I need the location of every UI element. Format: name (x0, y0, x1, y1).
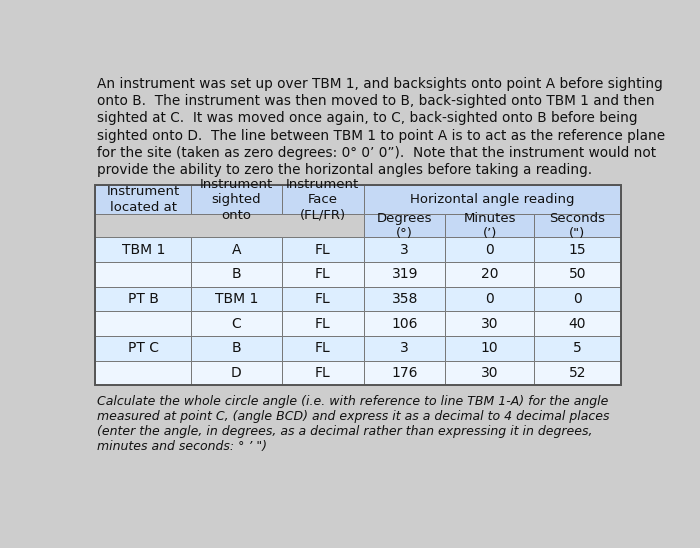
Bar (364, 185, 621, 214)
Bar (534, 336, 621, 361)
Text: An instrument was set up over TBM 1, and backsights onto point A before sighting: An instrument was set up over TBM 1, and… (97, 77, 662, 90)
Text: 30: 30 (481, 366, 498, 380)
Text: Minutes
(’): Minutes (’) (463, 212, 516, 240)
Text: 358: 358 (391, 292, 418, 306)
Bar (191, 287, 281, 311)
Text: A: A (232, 243, 241, 257)
Text: 3: 3 (400, 341, 409, 355)
Text: 3: 3 (400, 243, 409, 257)
Text: 40: 40 (568, 317, 586, 330)
Bar (534, 287, 621, 311)
Bar (445, 336, 534, 361)
Text: 20: 20 (481, 267, 498, 282)
Text: Seconds
("): Seconds (") (550, 212, 606, 240)
Text: 50: 50 (568, 267, 586, 282)
Bar (95, 336, 191, 361)
Text: FL: FL (315, 243, 330, 257)
Text: B: B (232, 267, 242, 282)
Text: TBM 1: TBM 1 (122, 243, 165, 257)
Text: 52: 52 (568, 366, 586, 380)
Text: TBM 1: TBM 1 (215, 292, 258, 306)
Text: measured at point C, (angle BCD) and express it as a decimal to 4 decimal places: measured at point C, (angle BCD) and exp… (97, 409, 609, 423)
Text: provide the ability to zero the horizontal angles before taking a reading.: provide the ability to zero the horizont… (97, 163, 592, 177)
Text: 319: 319 (391, 267, 418, 282)
Text: 0: 0 (485, 243, 494, 257)
Text: PT C: PT C (127, 341, 159, 355)
Text: Calculate the whole circle angle (i.e. with reference to line TBM 1-A) for the a: Calculate the whole circle angle (i.e. w… (97, 395, 608, 408)
Text: (enter the angle, in degrees, as a decimal rather than expressing it in degrees,: (enter the angle, in degrees, as a decim… (97, 425, 592, 438)
Bar (364, 237, 445, 262)
Bar (364, 361, 445, 385)
Text: FL: FL (315, 292, 330, 306)
Text: sighted at C.  It was moved once again, to C, back-sighted onto B before being: sighted at C. It was moved once again, t… (97, 111, 637, 125)
Bar (281, 361, 364, 385)
Bar (445, 287, 534, 311)
Text: onto B.  The instrument was then moved to B, back-sighted onto TBM 1 and then: onto B. The instrument was then moved to… (97, 94, 654, 108)
Text: 106: 106 (391, 317, 418, 330)
Bar (281, 311, 364, 336)
Bar (534, 237, 621, 262)
Bar (281, 287, 364, 311)
Text: Instrument
located at: Instrument located at (106, 185, 180, 214)
Text: FL: FL (315, 366, 330, 380)
Text: for the site (taken as zero degrees: 0° 0’ 0”).  Note that the instrument would : for the site (taken as zero degrees: 0° … (97, 146, 656, 160)
Bar (445, 262, 534, 287)
Text: Degrees
(°): Degrees (°) (377, 212, 433, 240)
Text: 0: 0 (573, 292, 582, 306)
Bar (534, 361, 621, 385)
Text: FL: FL (315, 341, 330, 355)
Text: PT B: PT B (128, 292, 159, 306)
Bar (191, 237, 281, 262)
Bar (95, 185, 191, 214)
Text: Horizontal angle reading: Horizontal angle reading (410, 193, 575, 206)
Text: minutes and seconds: ° ’ "): minutes and seconds: ° ’ ") (97, 439, 267, 453)
Bar (364, 336, 445, 361)
Bar (364, 214, 445, 237)
Bar (445, 214, 534, 237)
Text: 5: 5 (573, 341, 582, 355)
Text: 0: 0 (485, 292, 494, 306)
Text: C: C (232, 317, 242, 330)
Bar (281, 262, 364, 287)
Bar (445, 311, 534, 336)
Bar (191, 361, 281, 385)
Text: 176: 176 (391, 366, 418, 380)
Text: D: D (231, 366, 241, 380)
Bar (281, 237, 364, 262)
Bar (445, 361, 534, 385)
Bar (191, 185, 281, 214)
Bar (534, 214, 621, 237)
Bar (191, 262, 281, 287)
Bar (445, 237, 534, 262)
Bar (534, 262, 621, 287)
Bar (191, 311, 281, 336)
Bar (364, 311, 445, 336)
Bar (95, 361, 191, 385)
Text: 15: 15 (568, 243, 586, 257)
Bar (95, 237, 191, 262)
Bar (95, 287, 191, 311)
Text: sighted onto D.  The line between TBM 1 to point A is to act as the reference pl: sighted onto D. The line between TBM 1 t… (97, 129, 665, 142)
Bar (95, 185, 621, 385)
Bar (364, 262, 445, 287)
Bar (281, 336, 364, 361)
Bar (364, 287, 445, 311)
Bar (95, 311, 191, 336)
Bar (281, 185, 364, 214)
Text: FL: FL (315, 317, 330, 330)
Text: B: B (232, 341, 242, 355)
Text: FL: FL (315, 267, 330, 282)
Text: Instrument
Face
(FL/FR): Instrument Face (FL/FR) (286, 178, 360, 222)
Text: 30: 30 (481, 317, 498, 330)
Bar (191, 336, 281, 361)
Bar (534, 311, 621, 336)
Text: Instrument
sighted
onto: Instrument sighted onto (199, 178, 273, 222)
Bar (95, 262, 191, 287)
Text: 10: 10 (481, 341, 498, 355)
